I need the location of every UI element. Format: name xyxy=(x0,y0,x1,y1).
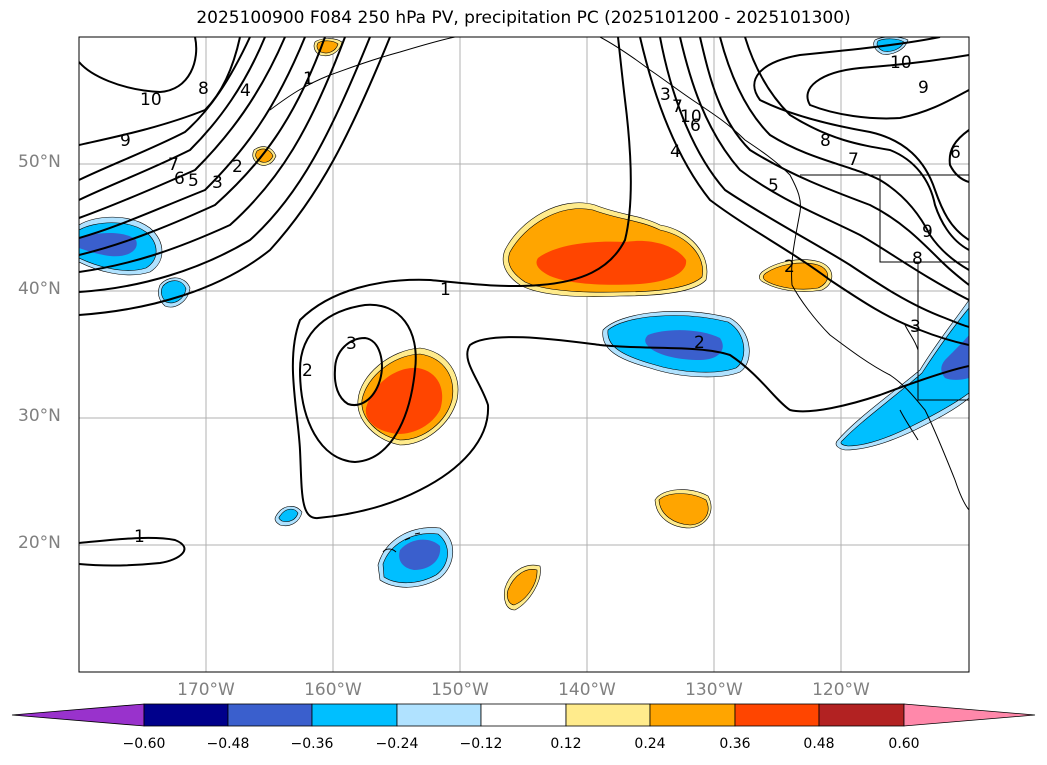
latitude-label: 20°N xyxy=(18,533,61,553)
pv-label: 2 xyxy=(694,333,705,353)
colorbar-tick-label: −0.36 xyxy=(290,736,334,752)
latitude-label: 30°N xyxy=(18,406,61,426)
pv-label: 4 xyxy=(670,142,681,162)
pv-label: 10 xyxy=(680,107,702,127)
longitude-label: 130°W xyxy=(685,680,743,700)
pv-label: 9 xyxy=(918,78,929,98)
pv-label: 8 xyxy=(198,79,209,99)
colorbar-bin xyxy=(311,703,398,727)
plot-frame xyxy=(78,36,970,673)
colorbar-bin xyxy=(396,703,482,727)
pv-label: 3 xyxy=(910,317,921,337)
pv-label: 6 xyxy=(174,169,185,189)
colorbar-bin xyxy=(143,703,229,727)
colorbar-tick-label: −0.48 xyxy=(206,736,250,752)
colorbar-bin xyxy=(480,703,567,727)
longitude-label: 140°W xyxy=(558,680,616,700)
precip-positive-areas xyxy=(252,38,833,611)
longitude-label: 170°W xyxy=(177,680,235,700)
colorbar-bin xyxy=(227,703,313,727)
pv-label: 1 xyxy=(303,69,314,89)
pv-label: 1 xyxy=(440,280,451,300)
pv-label: 2 xyxy=(302,361,313,381)
pv-contours xyxy=(79,37,969,567)
pv-label: 7 xyxy=(848,150,859,170)
pv-label: 8 xyxy=(820,131,831,151)
pv-label: 5 xyxy=(768,176,779,196)
pv-label: 6 xyxy=(950,143,961,163)
chart-title: 2025100900 F084 250 hPa PV, precipitatio… xyxy=(196,8,851,28)
pv-label: 9 xyxy=(922,222,933,242)
colorbar-tick-label: −0.12 xyxy=(459,736,503,752)
colorbar-over-arrow xyxy=(903,703,1036,727)
latitude-label: 50°N xyxy=(18,152,61,172)
colorbar-tick-label: −0.60 xyxy=(122,736,166,752)
pv-label: 3 xyxy=(660,85,671,105)
colorbar-bin xyxy=(818,703,905,727)
latitude-label: 40°N xyxy=(18,279,61,299)
plot-area xyxy=(79,37,969,672)
longitude-label: 120°W xyxy=(812,680,870,700)
colorbar-bin xyxy=(734,703,820,727)
colorbar-under-arrow xyxy=(11,703,145,727)
colorbar-tick-label: 0.24 xyxy=(634,736,666,752)
pv-label: 3 xyxy=(212,173,223,193)
colorbar-tick-label: 0.48 xyxy=(803,736,835,752)
pv-label: 10 xyxy=(140,90,162,110)
pv-contour-labels: 10 9 8 7 6 5 4 3 2 1 1 2 3 1 2 3 4 5 6 7… xyxy=(120,53,961,547)
colorbar-bin xyxy=(649,703,736,727)
pv-label: 7 xyxy=(672,97,683,117)
colorbar-tick-label: 0.60 xyxy=(888,736,920,752)
pv-label: 5 xyxy=(188,171,199,191)
pv-label: 8 xyxy=(912,249,923,269)
longitude-label: 150°W xyxy=(431,680,489,700)
pv-label: 10 xyxy=(890,53,912,73)
pv-label: 4 xyxy=(240,81,251,101)
pv-label: 2 xyxy=(232,157,243,177)
longitude-label: 160°W xyxy=(304,680,362,700)
colorbar-tick-label: 0.12 xyxy=(550,736,582,752)
pv-label: 7 xyxy=(168,155,179,175)
colorbar-tick-label: 0.36 xyxy=(719,736,751,752)
coastlines xyxy=(269,37,969,553)
pv-label: 3 xyxy=(346,334,357,354)
pv-label: 2 xyxy=(784,257,795,277)
colorbar-bin xyxy=(565,703,651,727)
pv-label: 6 xyxy=(690,116,701,136)
colorbar-tick-label: −0.24 xyxy=(375,736,419,752)
precip-negative-areas xyxy=(79,37,969,588)
graticule xyxy=(79,37,969,672)
pv-label: 9 xyxy=(120,131,131,151)
colorbar xyxy=(11,703,1036,727)
pv-label: 1 xyxy=(134,527,145,547)
